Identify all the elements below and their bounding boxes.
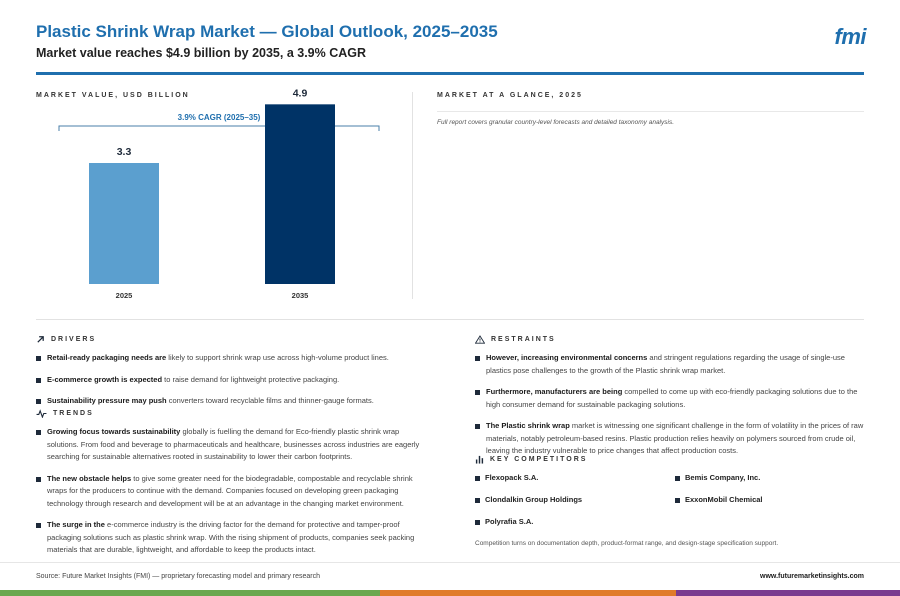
driver-item: Sustainability pressure may push convert… — [36, 395, 426, 408]
cagr-annotation: 3.9% CAGR (2025–35) — [178, 113, 261, 122]
competitors-heading: KEY COMPETITORS — [490, 456, 588, 463]
glance-note: Full report covers granular country-leve… — [437, 119, 675, 126]
competitor-item: ExxonMobil Chemical — [675, 495, 875, 505]
trends-list: Growing focus towards sustainability glo… — [36, 426, 426, 557]
footer-stripe-orange — [380, 590, 676, 596]
website-link[interactable]: www.futuremarketinsights.com — [760, 573, 864, 580]
bar-2035 — [265, 104, 335, 284]
value-label-2035: 4.9 — [293, 87, 308, 99]
drivers-section: DRIVERS Retail-ready packaging needs are… — [36, 335, 426, 417]
competitor-item: Flexopack S.A. — [475, 473, 675, 483]
footer-stripe-green — [0, 590, 380, 596]
restraints-heading: RESTRAINTS — [491, 336, 556, 343]
glance-rule — [437, 111, 864, 112]
restraint-item: The Plastic shrink wrap market is witnes… — [475, 420, 864, 458]
panel-divider — [412, 92, 413, 299]
restraint-item: However, increasing environmental concer… — [475, 352, 864, 377]
bar-2025 — [89, 163, 159, 284]
restraints-list: However, increasing environmental concer… — [475, 352, 864, 458]
page-subtitle: Market value reaches $4.9 billion by 203… — [36, 46, 367, 60]
drivers-list: Retail-ready packaging needs are likely … — [36, 352, 426, 408]
warning-triangle-icon — [475, 335, 485, 344]
header-rule — [36, 72, 864, 75]
page-title: Plastic Shrink Wrap Market — Global Outl… — [36, 22, 498, 41]
driver-item: E-commerce growth is expected to raise d… — [36, 374, 426, 387]
section-divider — [36, 319, 864, 320]
competitor-item: Polyrafia S.A. — [475, 517, 675, 527]
trends-heading: TRENDS — [53, 410, 94, 417]
fmi-logo[interactable]: fmi — [834, 24, 867, 49]
bar-chart-icon — [475, 455, 484, 464]
competitors-section: KEY COMPETITORS Flexopack S.A. Bemis Comp… — [475, 455, 864, 547]
competitors-note: Competition turns on documentation depth… — [475, 540, 779, 547]
glance-kicker: MARKET AT A GLANCE, 2025 — [437, 92, 583, 99]
trend-item: The new obstacle helps to give some grea… — [36, 473, 426, 511]
competitor-item: Clondalkin Group Holdings — [475, 495, 675, 505]
value-label-2025: 3.3 — [117, 146, 132, 158]
arrow-up-right-icon — [37, 336, 44, 343]
competitor-item: Bemis Company, Inc. — [675, 473, 875, 483]
market-value-chart: 3.9% CAGR (2025–35) 3.3 2025 4.9 2035 — [58, 87, 380, 300]
drivers-heading: DRIVERS — [51, 336, 97, 343]
footer-stripe-purple — [676, 590, 900, 596]
cagr-bracket — [58, 125, 380, 131]
footer-rule — [0, 562, 900, 563]
source-note: Source: Future Market Insights (FMI) — p… — [36, 573, 320, 580]
pulse-line-icon — [36, 409, 47, 418]
competitor-grid: Flexopack S.A. Bemis Company, Inc. Clondal… — [475, 473, 864, 527]
category-label-2035: 2035 — [292, 291, 309, 300]
trends-section: TRENDS Growing focus towards sustainabil… — [36, 409, 426, 566]
category-label-2025: 2025 — [116, 291, 133, 300]
restraint-item: Furthermore, manufacturers are being com… — [475, 386, 864, 411]
driver-item: Retail-ready packaging needs are likely … — [36, 352, 426, 365]
trend-item: The surge in the e-commerce industry is … — [36, 519, 426, 557]
trend-item: Growing focus towards sustainability glo… — [36, 426, 426, 464]
restraints-section: RESTRAINTS However, increasing environme… — [475, 335, 864, 467]
chart-kicker: MARKET VALUE, USD BILLION — [36, 92, 190, 99]
